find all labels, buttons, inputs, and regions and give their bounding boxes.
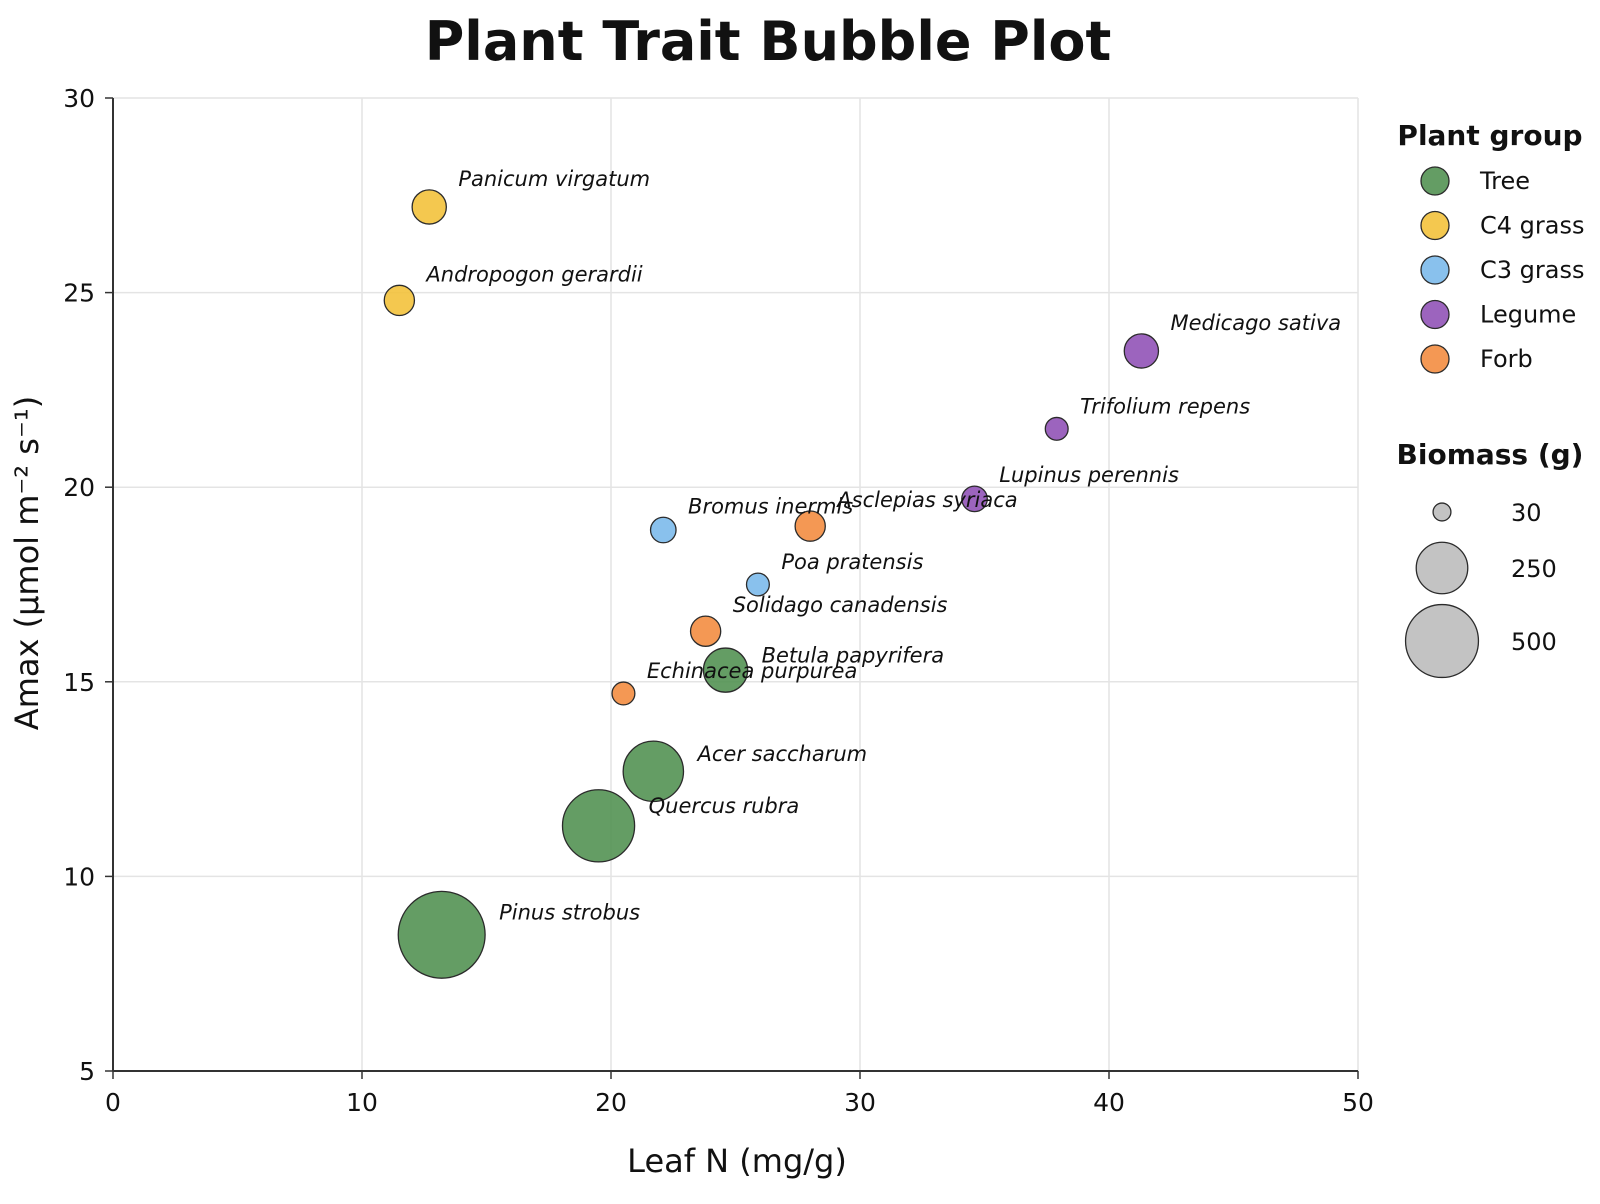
bubble-point: [397, 890, 486, 979]
legend-group-swatch: [1420, 166, 1450, 196]
y-tick-label: 15: [63, 668, 95, 697]
x-tick-label: 40: [1093, 1088, 1125, 1117]
bubble-point: [745, 572, 770, 597]
x-tick-label: 0: [105, 1088, 121, 1117]
legend-size-title: Biomass (g): [1397, 438, 1584, 471]
y-tick-label: 20: [63, 473, 95, 502]
point-label: Quercus rubra: [649, 794, 800, 818]
bubble-point: [794, 510, 826, 542]
bubble-point: [689, 615, 722, 647]
bubble-point: [649, 516, 677, 544]
y-tick-label: 30: [63, 84, 95, 113]
point-label: Medicago sativa: [1170, 311, 1341, 335]
x-axis-label: Leaf N (mg/g): [627, 1142, 847, 1180]
legend-group-label: Legume: [1480, 301, 1576, 329]
point-label: Lupinus perennis: [999, 463, 1179, 487]
legend-size-label: 500: [1511, 628, 1557, 656]
bubble-point: [1044, 416, 1069, 441]
point-label: Andropogon gerardii: [424, 262, 642, 286]
point-label: Panicum virgatum: [458, 167, 650, 191]
legend-group-swatch: [1420, 299, 1450, 330]
legend-group-swatch: [1420, 210, 1450, 241]
legend-size-label: 250: [1511, 555, 1557, 583]
point-label: Betula papyrifera: [762, 643, 945, 667]
grid: [112, 97, 1359, 1072]
bubble-point: [1123, 333, 1160, 369]
legend-size-swatch: [1415, 541, 1469, 595]
x-tick-label: 50: [1342, 1088, 1374, 1117]
legend-size-swatch: [1432, 502, 1452, 522]
legend-group-label: Forb: [1480, 345, 1533, 373]
y-axis-label: Amax (µmol m⁻² s⁻¹): [8, 396, 46, 730]
point-label: Trifolium repens: [1080, 394, 1250, 418]
y-tick-label: 25: [63, 279, 95, 308]
legend-group-title: Plant group: [1397, 119, 1582, 152]
bubble-point: [411, 189, 447, 225]
point-label: Acer saccharum: [696, 742, 868, 766]
legend-size-swatch: [1404, 603, 1480, 679]
legend-group-label: C3 grass: [1480, 256, 1584, 284]
legend: Plant group Tree C4 grass C3 grass Legume For…: [1397, 119, 1584, 679]
legend-group-swatch: [1420, 255, 1450, 285]
legend-group-swatch: [1420, 344, 1450, 374]
bubble-point: [383, 284, 416, 317]
bubble-point: [622, 740, 685, 803]
point-label: Echinacea purpurea: [647, 659, 857, 683]
point-labels: Panicum virgatum Andropogon gerardii Medic…: [424, 167, 1341, 925]
chart-title: Plant Trait Bubble Plot: [425, 10, 1112, 73]
legend-size-label: 30: [1511, 499, 1542, 527]
point-label: Solidago canadensis: [733, 593, 948, 617]
point-label: Bromus inermis: [688, 494, 853, 518]
bubbles: [383, 189, 1160, 979]
point-label: Asclepias syriaca: [835, 488, 1017, 512]
axes: 0 10 20 30 40 50 5 10 15 20 25 30: [63, 84, 1374, 1117]
point-label: Poa pratensis: [781, 550, 923, 574]
bubble-point: [561, 789, 636, 863]
bubble-point: [611, 681, 636, 706]
x-tick-label: 30: [844, 1088, 876, 1117]
x-tick-label: 10: [346, 1088, 378, 1117]
bubble-point: [961, 485, 988, 513]
x-tick-label: 20: [595, 1088, 627, 1117]
y-tick-label: 5: [79, 1057, 95, 1086]
y-tick-label: 10: [63, 862, 95, 891]
legend-group-label: C4 grass: [1480, 212, 1584, 240]
point-label: Pinus strobus: [499, 901, 640, 925]
legend-group-label: Tree: [1479, 167, 1530, 195]
bubble-point: [702, 647, 749, 693]
